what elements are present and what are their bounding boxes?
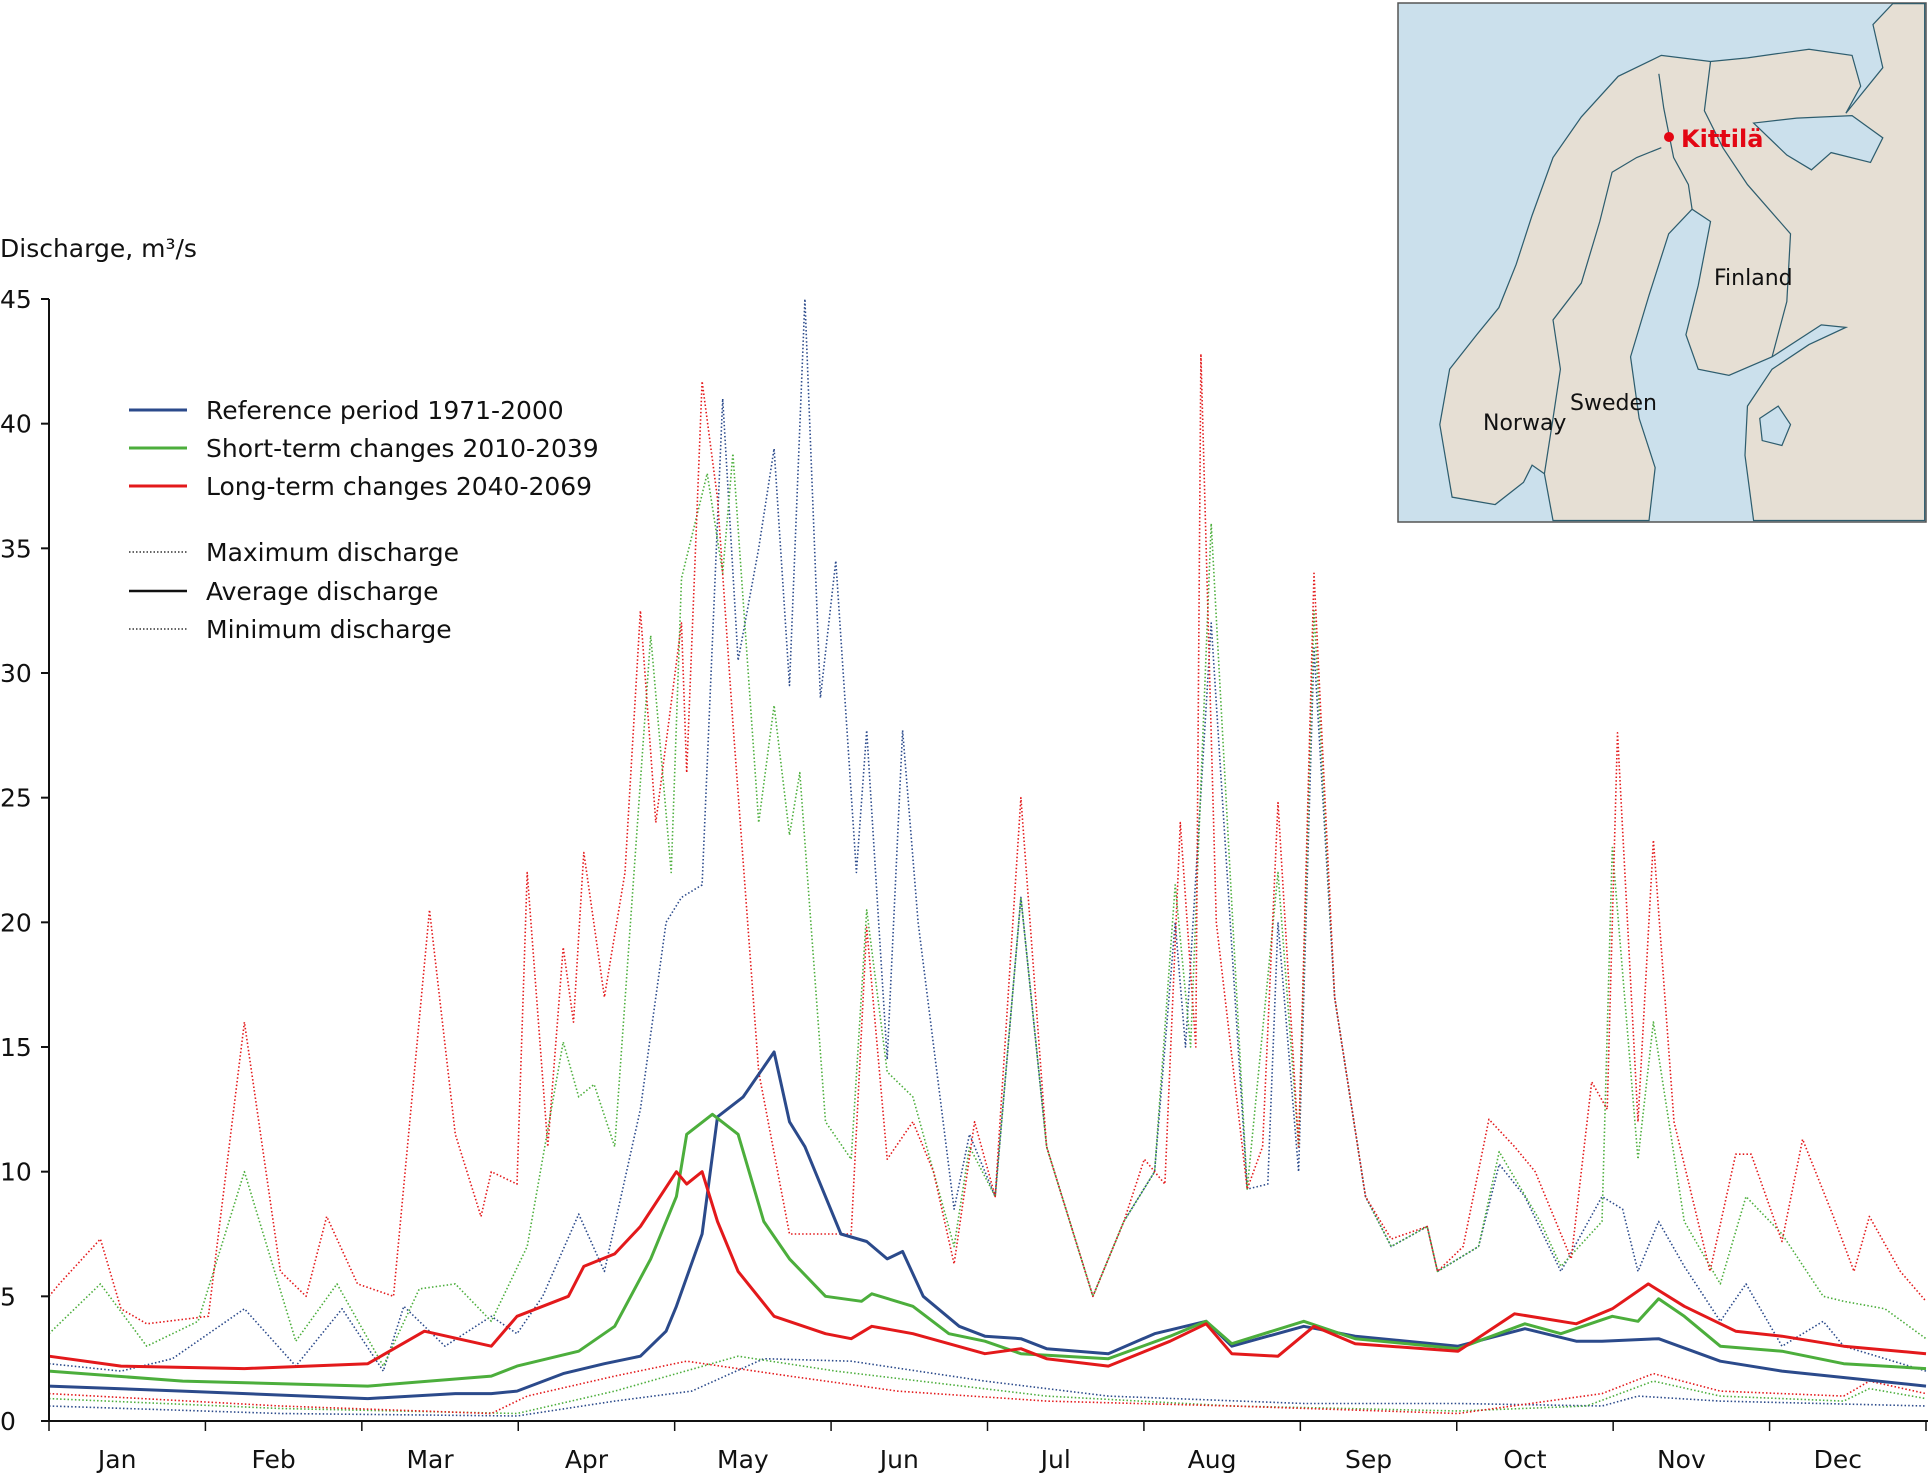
legend-label-minimum: Minimum discharge bbox=[206, 615, 452, 644]
y-tick-label: 35 bbox=[0, 534, 32, 563]
map-label-finland: Finland bbox=[1714, 266, 1793, 291]
ticks: 0 5 10 15 20 25 30 35 40 45 Jan Feb Mar Apr May Jun Jul A… bbox=[0, 285, 1927, 1473]
y-tick-label: 0 bbox=[0, 1407, 16, 1436]
map-label-sweden: Sweden bbox=[1570, 391, 1657, 416]
map-label-norway: Norway bbox=[1483, 411, 1566, 436]
x-tick-label-jan: Jan bbox=[96, 1445, 137, 1473]
x-tick-label-may: May bbox=[717, 1445, 769, 1473]
series-line-short-term-changes-2010-2039-average bbox=[48, 1112, 1927, 1388]
y-tick-label: 45 bbox=[0, 285, 32, 314]
series-line-long-term-changes-2040-2069-maximum bbox=[48, 353, 1927, 1325]
x-tick-label-oct: Oct bbox=[1503, 1445, 1546, 1473]
x-tick-label-aug: Aug bbox=[1188, 1445, 1237, 1473]
y-tick-label: 15 bbox=[0, 1033, 32, 1062]
legend-label-maximum: Maximum discharge bbox=[206, 538, 459, 567]
legend: Reference period 1971-2000 Short-term ch… bbox=[129, 396, 599, 644]
x-tick-label-feb: Feb bbox=[251, 1445, 295, 1473]
inset-map: Kittilä Finland Sweden Norway bbox=[1397, 2, 1927, 523]
y-axis-label: Discharge, m³/s bbox=[0, 234, 197, 263]
x-tick-label-jul: Jul bbox=[1039, 1445, 1071, 1473]
x-tick-label-dec: Dec bbox=[1814, 1445, 1862, 1473]
x-tick-label-jun: Jun bbox=[878, 1445, 919, 1473]
map-label-kittila: Kittilä bbox=[1681, 125, 1763, 153]
legend-label-reference: Reference period 1971-2000 bbox=[206, 396, 564, 425]
y-tick-label: 20 bbox=[0, 908, 32, 937]
x-tick-label-apr: Apr bbox=[565, 1445, 609, 1473]
y-tick-label: 30 bbox=[0, 659, 32, 688]
x-tick-label-mar: Mar bbox=[406, 1445, 454, 1473]
y-tick-label: 40 bbox=[0, 410, 32, 439]
legend-label-long-term: Long-term changes 2040-2069 bbox=[206, 472, 592, 501]
border-sweden-finland bbox=[1658, 73, 1693, 210]
series-layer bbox=[48, 298, 1927, 1417]
lake-ladoga bbox=[1759, 405, 1792, 447]
series-line-long-term-changes-2040-2069-minimum bbox=[48, 1360, 1927, 1415]
border-finland-russia bbox=[1703, 61, 1792, 358]
y-tick-label: 25 bbox=[0, 784, 32, 813]
series-line-short-term-changes-2010-2039-maximum bbox=[48, 452, 1927, 1367]
city-marker bbox=[1664, 132, 1674, 142]
x-tick-label-sep: Sep bbox=[1345, 1445, 1392, 1473]
x-tick-label-nov: Nov bbox=[1657, 1445, 1706, 1473]
series-line-long-term-changes-2040-2069-average bbox=[48, 1170, 1927, 1371]
white-sea bbox=[1752, 115, 1884, 171]
legend-label-short-term: Short-term changes 2010-2039 bbox=[206, 434, 599, 463]
legend-label-average: Average discharge bbox=[206, 577, 438, 606]
y-tick-label: 5 bbox=[0, 1282, 16, 1311]
border-norway-sweden bbox=[1543, 147, 1662, 474]
map-land bbox=[1439, 3, 1926, 522]
y-tick-label: 10 bbox=[0, 1158, 32, 1187]
